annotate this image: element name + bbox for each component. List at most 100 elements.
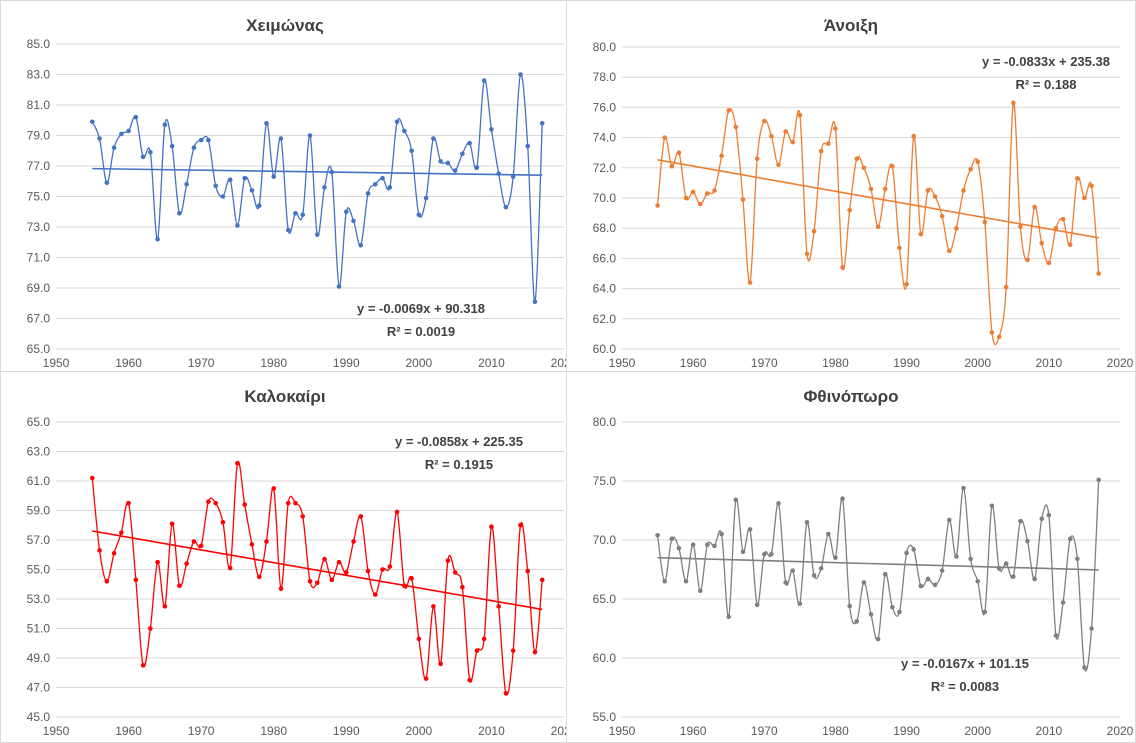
y-tick-label: 65.0 xyxy=(593,592,617,606)
data-point xyxy=(264,121,269,126)
data-point xyxy=(1003,284,1009,290)
y-tick-label: 57.0 xyxy=(27,533,51,547)
data-point xyxy=(119,530,124,535)
x-tick-label: 1960 xyxy=(680,356,707,370)
data-point xyxy=(256,574,262,580)
data-point xyxy=(932,582,938,588)
data-point xyxy=(690,189,696,195)
data-point xyxy=(783,129,788,134)
data-point xyxy=(875,636,881,642)
data-point xyxy=(790,139,796,145)
data-point xyxy=(402,128,407,134)
data-point xyxy=(1075,176,1080,181)
data-point xyxy=(1046,512,1052,518)
y-tick-label: 75.0 xyxy=(593,474,617,488)
trend-equation: y = -0.0833x + 235.38 xyxy=(982,54,1110,69)
data-point xyxy=(380,567,385,572)
data-point xyxy=(343,209,349,215)
data-point xyxy=(510,648,516,653)
data-point xyxy=(847,207,852,213)
data-point xyxy=(676,545,682,551)
x-tick-label: 2010 xyxy=(478,724,505,738)
data-point xyxy=(868,612,874,617)
y-tick-label: 68.0 xyxy=(593,221,617,235)
y-tick-label: 66.0 xyxy=(593,251,617,265)
x-tick-label: 1970 xyxy=(751,356,778,370)
data-point xyxy=(140,663,146,668)
data-point xyxy=(939,568,945,573)
data-point xyxy=(206,137,211,143)
data-point xyxy=(754,156,760,162)
data-point xyxy=(975,579,981,584)
data-point xyxy=(712,188,717,193)
data-point xyxy=(104,180,110,186)
x-tick-label: 1990 xyxy=(893,724,920,738)
y-tick-label: 60.0 xyxy=(593,651,617,665)
data-point xyxy=(213,500,218,506)
data-point xyxy=(133,114,139,120)
data-point xyxy=(804,520,810,525)
x-tick-label: 1980 xyxy=(260,724,287,738)
data-point xyxy=(1060,216,1066,222)
data-point xyxy=(539,577,545,583)
data-point xyxy=(351,539,356,544)
x-tick-label: 1950 xyxy=(609,724,636,738)
data-point xyxy=(264,539,269,544)
y-tick-label: 53.0 xyxy=(27,592,51,606)
data-point xyxy=(1039,516,1045,522)
data-point xyxy=(445,160,451,166)
data-point xyxy=(285,500,291,506)
data-point xyxy=(961,485,966,491)
data-point xyxy=(307,579,313,584)
y-tick-label: 77.0 xyxy=(27,159,51,173)
data-point xyxy=(1082,195,1087,201)
data-point xyxy=(733,124,739,130)
data-point xyxy=(300,514,306,519)
data-point xyxy=(460,151,465,157)
y-tick-label: 65.0 xyxy=(27,342,51,356)
data-point xyxy=(409,576,414,581)
data-point xyxy=(705,542,710,548)
data-point xyxy=(394,119,400,125)
data-point xyxy=(932,194,938,199)
data-point xyxy=(358,243,364,248)
x-tick-label: 2020 xyxy=(551,356,569,370)
data-point xyxy=(826,531,831,537)
data-point xyxy=(968,556,973,562)
data-point xyxy=(989,330,995,335)
data-point xyxy=(1032,204,1037,210)
data-point xyxy=(804,251,810,257)
data-point xyxy=(518,72,523,77)
data-point xyxy=(89,119,95,125)
data-point xyxy=(481,636,487,642)
data-point xyxy=(213,183,218,189)
x-tick-label: 1980 xyxy=(822,356,849,370)
data-point xyxy=(235,223,240,228)
data-point xyxy=(705,191,710,196)
trend-line xyxy=(92,167,543,176)
data-point xyxy=(982,609,988,615)
data-point xyxy=(769,133,774,139)
data-point xyxy=(818,148,824,154)
data-point xyxy=(126,500,131,506)
data-point xyxy=(438,661,443,667)
x-tick-label: 1990 xyxy=(333,356,360,370)
data-point xyxy=(890,604,895,610)
data-point xyxy=(423,195,429,201)
data-point xyxy=(503,204,509,210)
data-point xyxy=(683,579,689,584)
data-point xyxy=(897,609,902,615)
data-point xyxy=(184,561,189,566)
y-tick-label: 69.0 xyxy=(27,281,51,295)
data-point xyxy=(518,522,523,528)
y-tick-label: 65.0 xyxy=(27,415,51,429)
data-point xyxy=(285,227,291,233)
data-point xyxy=(669,536,675,542)
data-point xyxy=(1096,477,1101,483)
chart-autumn: Φθινόπωρο 55.0 60.0 65.0 70.0 75.0 80.0 1950 196… xyxy=(593,387,1134,738)
data-point xyxy=(242,175,247,181)
data-point xyxy=(918,583,924,589)
data-point xyxy=(227,177,233,183)
data-point xyxy=(925,188,931,193)
data-point xyxy=(726,108,732,113)
